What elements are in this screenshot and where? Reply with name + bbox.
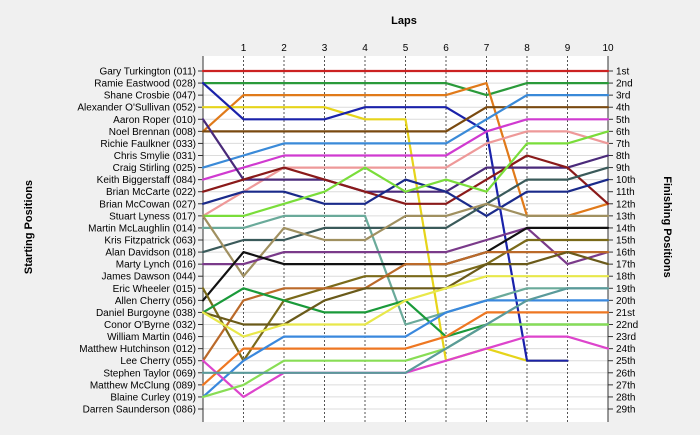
finishing-position-label: 4th <box>616 103 630 114</box>
driver-position-line <box>201 311 610 386</box>
driver-position-line <box>201 93 610 169</box>
driver-position-line <box>201 130 610 217</box>
starting-position-label: Richie Faulkner (033) <box>100 139 196 150</box>
starting-position-label: Alexander O'Sullivan (052) <box>77 103 196 114</box>
lap-tick-label: 4 <box>362 43 368 54</box>
left-axis-label: Starting Positions <box>23 180 35 274</box>
finishing-position-label: 14th <box>616 223 635 234</box>
finishing-position-label: 7th <box>616 139 630 150</box>
starting-position-label: Marty Lynch (016) <box>116 260 196 271</box>
starting-position-label: Alan Davidson (018) <box>105 248 196 259</box>
starting-position-label: William Martin (046) <box>107 332 196 343</box>
finishing-position-label: 26th <box>616 368 635 379</box>
driver-position-line <box>201 106 610 133</box>
starting-position-label: Chris Smylie (031) <box>114 151 196 162</box>
starting-position-label: Daniel Burgoyne (038) <box>96 308 196 319</box>
lap-tick-label: 8 <box>524 43 530 54</box>
starting-position-label: Gary Turkington (011) <box>99 67 196 78</box>
starting-position-label: Allen Cherry (056) <box>115 296 196 307</box>
lap-tick-label: 1 <box>241 43 247 54</box>
lap-tick-label: 3 <box>322 43 328 54</box>
lap-tick-label: 9 <box>565 43 571 54</box>
driver-position-line <box>201 130 610 217</box>
starting-position-label: Stephen Taylor (069) <box>103 368 196 379</box>
starting-position-label: Ramie Eastwood (028) <box>94 79 196 90</box>
driver-position-line <box>201 323 610 398</box>
finishing-position-label: 20th <box>616 296 635 307</box>
finishing-position-label: 1st <box>616 67 630 78</box>
driver-position-line <box>201 202 610 278</box>
starting-position-label: Matthew Hutchinson (012) <box>79 344 196 355</box>
finishing-position-label: 22nd <box>616 320 638 331</box>
finishing-position-label: 12th <box>616 199 635 210</box>
finishing-position-label: 13th <box>616 211 635 222</box>
finishing-position-label: 29th <box>616 405 635 416</box>
finishing-position-label: 28th <box>616 392 635 403</box>
driver-position-line <box>201 287 610 374</box>
finishing-position-label: 25th <box>616 356 635 367</box>
starting-position-label: Brian McCowan (027) <box>99 199 196 210</box>
finishing-position-label: 23rd <box>616 332 636 343</box>
starting-position-label: Kris Fitzpatrick (063) <box>104 236 196 247</box>
finishing-position-label: 3rd <box>616 91 630 102</box>
driver-position-line <box>201 251 610 326</box>
starting-position-label: Shane Crosbie (047) <box>104 91 196 102</box>
finishing-position-label: 16th <box>616 248 635 259</box>
starting-position-label: Martin McLaughlin (014) <box>88 223 196 234</box>
starting-position-label: Brian McCarte (022) <box>106 187 196 198</box>
finishing-position-label: 21st <box>616 308 635 319</box>
finishing-position-label: 9th <box>616 163 630 174</box>
finishing-position-label: 6th <box>616 127 630 138</box>
right-axis-label: Finishing Positions <box>661 176 673 277</box>
driver-position-line <box>201 118 610 181</box>
driver-position-line <box>201 81 569 362</box>
finishing-position-label: 18th <box>616 272 635 283</box>
driver-position-line <box>201 166 610 254</box>
chart-title: Laps <box>391 15 417 27</box>
finishing-position-label: 19th <box>616 284 635 295</box>
starting-position-label: Eric Wheeler (015) <box>113 284 196 295</box>
driver-position-line <box>201 106 569 362</box>
starting-position-label: Craig Stirling (025) <box>113 163 196 174</box>
finishing-position-label: 15th <box>616 236 635 247</box>
finishing-position-label: 17th <box>616 260 635 271</box>
starting-position-label: James Dawson (044) <box>102 272 196 283</box>
driver-position-line <box>201 275 610 338</box>
starting-position-label: Keith Biggerstaff (084) <box>97 175 196 186</box>
starting-position-label: Matthew McClung (089) <box>90 380 196 391</box>
finishing-position-label: 5th <box>616 115 630 126</box>
starting-position-label: Conor O'Byrne (032) <box>104 320 196 331</box>
driver-position-line <box>201 238 610 362</box>
driver-position-line <box>201 214 610 326</box>
starting-position-label: Darren Saunderson (086) <box>83 405 196 416</box>
driver-position-line <box>201 299 610 398</box>
lap-tick-label: 2 <box>281 43 287 54</box>
driver-position-line <box>201 251 610 362</box>
lap-tick-label: 6 <box>443 43 449 54</box>
driver-position-line <box>201 178 610 217</box>
lap-tick-label: 7 <box>484 43 490 54</box>
driver-position-line <box>201 154 610 205</box>
finishing-position-label: 27th <box>616 380 635 391</box>
lap-tick-label: 10 <box>602 43 614 54</box>
starting-position-label: Noel Brennan (008) <box>109 127 196 138</box>
starting-position-label: Aaron Roper (010) <box>113 115 196 126</box>
finishing-position-label: 24th <box>616 344 635 355</box>
lap-tick-label: 5 <box>403 43 409 54</box>
finishing-position-label: 10th <box>616 175 635 186</box>
finishing-position-label: 8th <box>616 151 630 162</box>
finishing-position-label: 11th <box>616 187 635 198</box>
starting-position-label: Lee Cherry (055) <box>120 356 196 367</box>
driver-position-line <box>201 81 610 97</box>
plot-area: 1 2 3 4 5 6 7 8 9 10 Gary Turkington (011)Ramie Ea… <box>77 43 638 422</box>
finishing-position-label: 2nd <box>616 79 633 90</box>
starting-position-label: Stuart Lyness (017) <box>109 211 196 222</box>
starting-position-label: Blaine Curley (019) <box>110 392 196 403</box>
